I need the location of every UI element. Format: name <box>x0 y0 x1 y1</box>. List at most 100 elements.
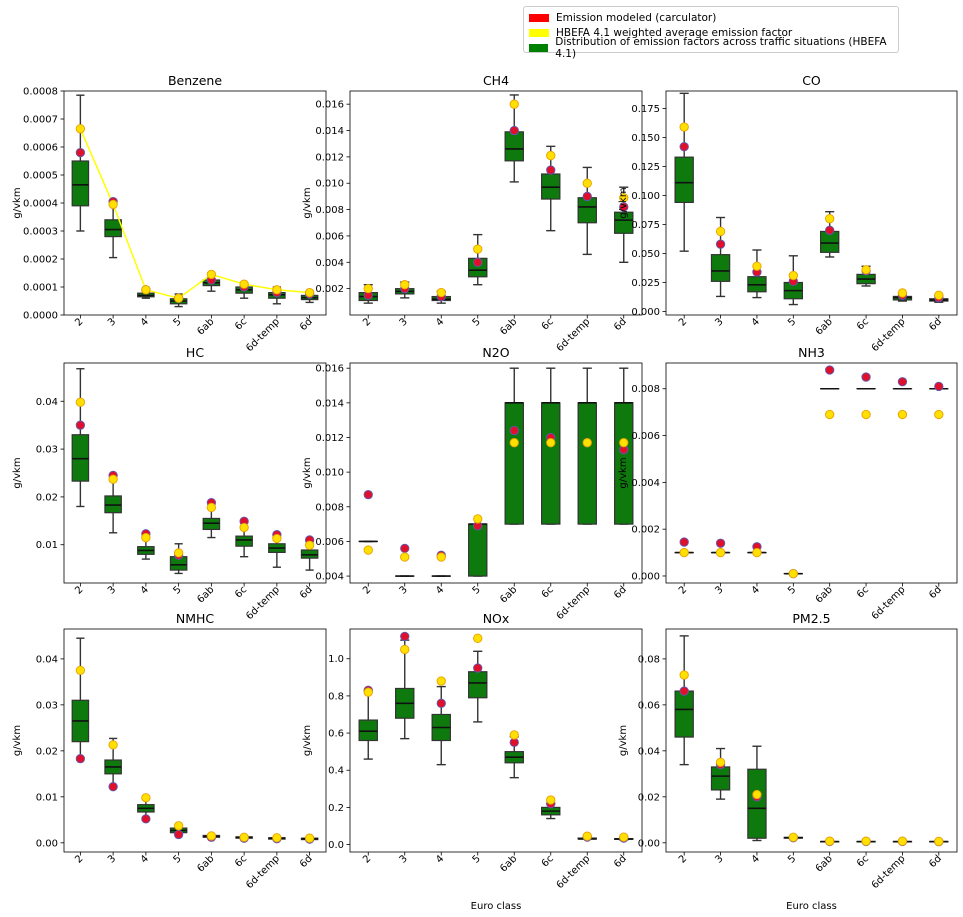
hbefa-point <box>239 522 249 533</box>
hbefa-point <box>546 795 556 805</box>
hbefa-point <box>715 226 726 237</box>
x-tick-label: 3 <box>713 316 725 328</box>
hbefa-point <box>473 514 483 524</box>
hbefa-point <box>75 124 86 134</box>
x-tick-label: 6d-temp <box>555 316 593 354</box>
iqr-box <box>71 160 90 207</box>
x-tick-label: 6ab <box>195 584 216 605</box>
y-tick-label: 0.008 <box>631 384 660 395</box>
x-tick-label: 5 <box>786 853 798 865</box>
y-tick-label: 0.8 <box>328 691 344 702</box>
axes-frame <box>63 362 327 584</box>
x-tick-label: 3 <box>398 853 410 865</box>
y-tick-label: 0.04 <box>36 397 58 408</box>
y-tick-label: 0.014 <box>315 398 344 409</box>
hbefa-point <box>141 793 151 803</box>
x-tick-label: 6c <box>855 853 871 869</box>
box-5 <box>468 523 488 577</box>
y-tick-label: 0.008 <box>315 502 344 513</box>
chart-title: CO <box>802 73 821 88</box>
y-tick-label: 0.0008 <box>23 87 58 98</box>
hbefa-point <box>272 833 282 843</box>
hbefa-point <box>582 831 592 841</box>
x-tick-label: 2 <box>677 316 689 328</box>
chart-title: NH3 <box>798 345 825 360</box>
legend-item-modeled: Emission modeled (carculator) <box>529 10 898 25</box>
modeled-point <box>400 631 410 642</box>
x-tick-label: 3 <box>398 584 410 596</box>
hbefa-point <box>108 474 118 484</box>
iqr-box <box>504 402 524 525</box>
hbefa-point <box>400 280 410 290</box>
axes-frame <box>665 628 958 853</box>
x-tick-label: 6d-temp <box>870 316 908 354</box>
modeled-point <box>173 829 184 840</box>
box-2 <box>358 689 378 760</box>
hbefa-point <box>934 409 944 420</box>
x-tick-label: 4 <box>139 853 151 865</box>
hbefa-point <box>173 821 184 831</box>
y-tick-label: 0.06 <box>638 700 660 711</box>
y-tick-label: 0.050 <box>631 249 660 260</box>
x-tick-label: 3 <box>713 853 725 865</box>
hbefa-point <box>108 199 118 210</box>
y-tick-label: 0.0002 <box>23 255 58 266</box>
y-tick-label: 0.0 <box>328 840 344 851</box>
x-tick-label: 4 <box>750 853 762 865</box>
y-tick-label: 0.014 <box>315 126 344 137</box>
modeled-point <box>825 225 835 235</box>
chart-title: NMHC <box>176 611 215 626</box>
x-tick-label: 6ab <box>498 316 519 337</box>
hbefa-point <box>752 261 762 271</box>
modeled-point <box>582 191 592 202</box>
hbefa-point <box>582 438 592 448</box>
panel-co: CO 0.000 0.025 0.050 0.075 0.100 0.125 0.150 0.1… <box>618 73 958 354</box>
y-tick-label: 0.03 <box>36 700 58 711</box>
modeled-point <box>715 239 726 249</box>
x-tick-label: 3 <box>106 853 118 865</box>
x-tick-label: 4 <box>750 584 762 596</box>
y-tick-label: 0.002 <box>631 525 660 536</box>
y-tick-label: 0.175 <box>631 104 660 115</box>
iqr-box <box>614 211 634 234</box>
box-3 <box>104 474 122 534</box>
y-tick-label: 0.016 <box>315 364 344 375</box>
hbefa-point <box>619 438 629 448</box>
y-tick-label: 0.00 <box>638 838 660 849</box>
box-6ab <box>504 367 524 525</box>
x-tick-label: 5 <box>471 853 483 865</box>
hbefa-point <box>304 833 315 843</box>
panel-ch4: CH4 0.002 0.004 0.006 0.008 0.010 0.012 0.014 0.… <box>302 73 643 354</box>
y-tick-label: 0.0000 <box>23 311 58 322</box>
legend-swatch-red <box>529 13 549 22</box>
hbefa-point <box>473 633 483 643</box>
hbefa-point <box>141 285 151 295</box>
hbefa-point <box>715 757 726 767</box>
y-tick-label: 0.012 <box>315 433 344 444</box>
y-tick-label: 0.006 <box>631 431 660 442</box>
x-tick-label: 6d-temp <box>555 853 593 891</box>
y-tick-label: 0.02 <box>36 492 58 503</box>
axes-frame <box>63 628 327 853</box>
modeled-point <box>825 365 835 375</box>
hbefa-point <box>304 287 315 298</box>
y-tick-label: 0.02 <box>638 792 660 803</box>
iqr-box <box>710 766 731 791</box>
x-axis-label: Euro class <box>786 901 837 912</box>
box-4 <box>747 249 767 299</box>
box-2 <box>71 94 90 232</box>
chart-title: NOx <box>483 611 510 626</box>
x-tick-label: 3 <box>106 584 118 596</box>
y-tick-label: 0.0004 <box>23 199 58 210</box>
axes-frame <box>349 362 643 584</box>
iqr-box <box>747 768 767 839</box>
hbefa-point <box>897 836 908 846</box>
y-tick-label: 0.016 <box>315 100 344 111</box>
y-tick-label: 0.00 <box>36 838 58 849</box>
hbefa-point <box>788 270 798 281</box>
iqr-box <box>541 402 561 525</box>
x-tick-label: 6d <box>612 584 629 601</box>
x-tick-label: 5 <box>471 316 483 328</box>
axes-frame <box>63 90 327 316</box>
